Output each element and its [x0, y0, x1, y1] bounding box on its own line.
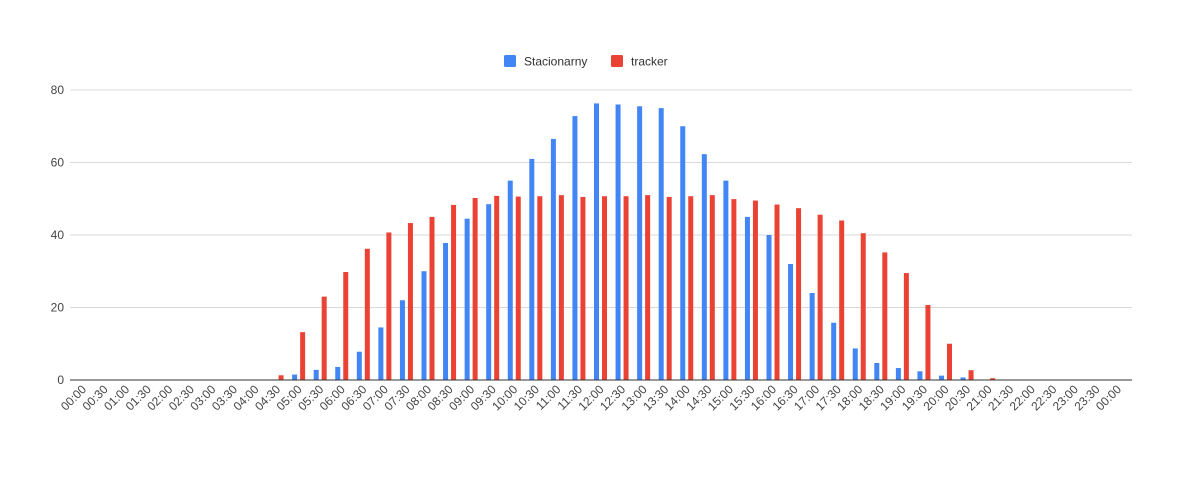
gridlines [70, 89, 1132, 308]
bar-tracker [580, 196, 586, 380]
bar-tracker [774, 204, 780, 380]
bar-stacionarny [550, 138, 556, 380]
y-tick-label: 40 [51, 228, 65, 242]
bar-stacionarny [292, 374, 298, 380]
bar-tracker [407, 223, 413, 380]
bar-tracker [752, 200, 758, 380]
bar-tracker [968, 370, 974, 380]
bar-stacionarny [895, 368, 901, 380]
bar-tracker [947, 343, 952, 380]
bar-stacionarny [874, 362, 880, 380]
y-tick-label: 20 [51, 301, 65, 315]
bar-tracker [386, 232, 392, 380]
legend-label-stacionarny: Stacionarny [524, 55, 587, 69]
y-tick-label: 80 [51, 83, 65, 97]
bar-tracker [990, 378, 996, 380]
bar-tracker [645, 195, 651, 381]
bar-tracker [666, 196, 672, 380]
bar-stacionarny [960, 377, 966, 380]
bar-stacionarny [637, 106, 643, 380]
bar-stacionarny [615, 104, 621, 380]
bar-tracker [472, 198, 478, 380]
bar-tracker [839, 220, 845, 380]
legend: Stacionarny tracker [504, 55, 668, 69]
legend-swatch-tracker [611, 55, 623, 67]
bar-tracker [278, 375, 284, 380]
bar-stacionarny [572, 116, 578, 380]
bar-stacionarny [744, 216, 750, 381]
bar-stacionarny [356, 351, 362, 380]
bar-stacionarny [464, 218, 470, 380]
x-axis-tick-labels: 00:0000:3001:0001:3002:0002:3003:0003:30… [58, 382, 1124, 413]
bar-stacionarny [507, 180, 513, 381]
bar-stacionarny [529, 158, 535, 381]
legend-swatch-stacionarny [504, 55, 516, 67]
x-tick-label: 00:00 [1093, 382, 1124, 413]
bar-stacionarny [766, 235, 772, 380]
bar-tracker [709, 195, 715, 381]
bar-stacionarny [852, 348, 858, 380]
bar-stacionarny [788, 264, 794, 380]
bar-stacionarny [486, 204, 492, 380]
bar-stacionarny [701, 154, 707, 380]
bar-tracker [731, 199, 737, 380]
bar-stacionarny [443, 242, 449, 380]
bar-tracker [364, 248, 370, 380]
y-tick-label: 60 [51, 156, 65, 170]
bar-stacionarny [421, 271, 427, 380]
bar-tracker [321, 296, 327, 381]
bar-stacionarny [658, 108, 664, 381]
bar-stacionarny [939, 375, 944, 380]
bar-stacionarny [809, 293, 815, 380]
bar-tracker [343, 271, 349, 380]
bar-tracker [796, 208, 802, 380]
bar-tracker [860, 233, 866, 380]
bar-tracker [537, 196, 543, 380]
bar-tracker [623, 196, 629, 380]
bar-stacionarny [335, 366, 341, 380]
bars [278, 103, 996, 381]
bar-stacionarny [917, 371, 923, 380]
y-tick-label: 0 [57, 373, 64, 387]
bar-stacionarny [831, 322, 837, 380]
bar-tracker [882, 252, 888, 380]
bar-tracker [429, 216, 435, 381]
bar-tracker [515, 196, 521, 380]
bar-tracker [300, 332, 306, 380]
bar-tracker [817, 214, 823, 380]
legend-label-tracker: tracker [631, 55, 668, 69]
bar-tracker [494, 195, 500, 380]
bar-tracker [451, 204, 457, 380]
bar-stacionarny [723, 180, 729, 381]
bar-stacionarny [313, 369, 319, 380]
bar-stacionarny [680, 126, 686, 380]
bar-stacionarny [378, 327, 384, 380]
bar-tracker [558, 195, 564, 381]
bar-stacionarny [594, 103, 599, 380]
y-axis-tick-labels: 0 20 40 60 80 [51, 83, 65, 387]
bar-tracker [602, 196, 607, 380]
bar-tracker [688, 196, 694, 380]
bar-stacionarny [399, 300, 405, 380]
bar-tracker [903, 273, 909, 380]
bar-tracker [925, 304, 931, 380]
